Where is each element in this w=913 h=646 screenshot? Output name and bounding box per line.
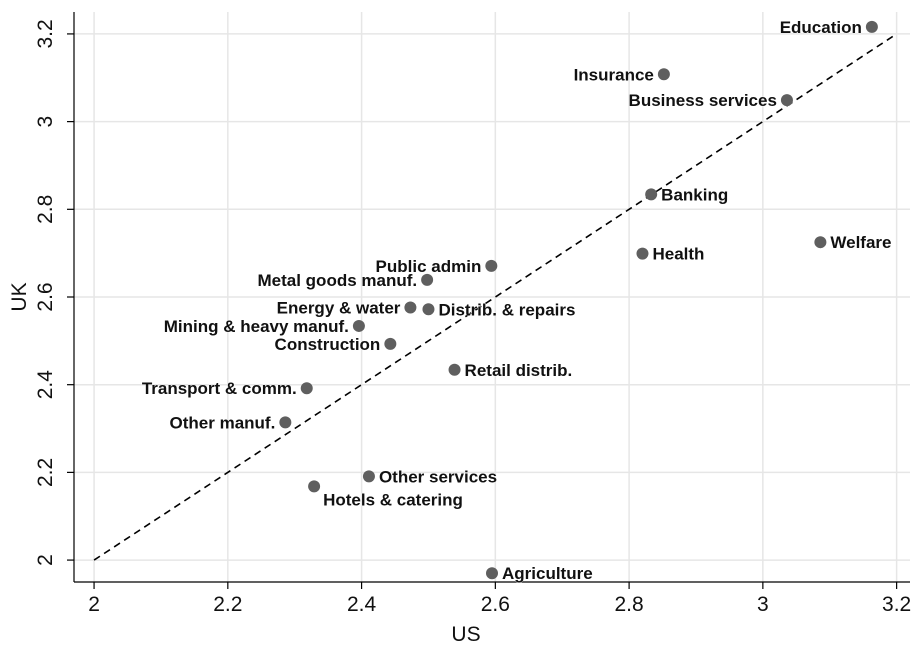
reference-line-group — [93, 33, 898, 561]
point-label: Retail distrib. — [465, 361, 573, 380]
y-tick-label: 2.2 — [34, 458, 57, 487]
data-points — [279, 20, 878, 580]
scatter-point — [780, 94, 793, 107]
point-label: Energy & water — [277, 299, 401, 318]
y-axis-title: UK — [8, 282, 31, 311]
point-label: Insurance — [574, 65, 654, 84]
scatter-point — [645, 188, 658, 201]
scatter-point — [422, 303, 435, 316]
x-tick-label: 3 — [757, 593, 769, 616]
point-label: Health — [652, 245, 704, 264]
scatter-point — [865, 20, 878, 33]
scatter-point — [404, 301, 417, 314]
y-tick-label: 2.4 — [34, 370, 57, 400]
point-label: Other manuf. — [170, 413, 276, 432]
scatter-point — [384, 337, 397, 350]
point-label: Public admin — [376, 257, 482, 276]
y-tick-label: 2.8 — [34, 195, 57, 224]
scatter-point — [362, 470, 375, 483]
x-tick-label: 2.4 — [347, 593, 377, 616]
axes — [67, 12, 910, 589]
point-label: Metal goods manuf. — [258, 271, 418, 290]
reference-line — [93, 33, 898, 561]
scatter-point — [814, 236, 827, 249]
x-tick-label: 2.8 — [615, 593, 644, 616]
point-label: Other services — [379, 467, 497, 486]
scatter-point — [352, 319, 365, 332]
point-label: Hotels & catering — [323, 490, 463, 509]
y-tick-label: 2 — [34, 554, 57, 566]
point-label: Welfare — [830, 233, 891, 252]
point-label: Mining & heavy manuf. — [164, 317, 349, 336]
y-tick-label: 3.2 — [34, 19, 57, 48]
point-label: Business services — [629, 91, 777, 110]
point-label: Agriculture — [502, 564, 593, 583]
x-tick-label: 2.6 — [481, 593, 510, 616]
y-tick-label: 3 — [34, 116, 57, 128]
scatter-point — [657, 68, 670, 81]
scatter-point — [308, 480, 321, 493]
scatter-point — [300, 382, 313, 395]
point-labels: Education Insurance Business services Banki… — [142, 18, 892, 584]
point-label: Construction — [275, 335, 381, 354]
point-label: Banking — [661, 185, 728, 204]
scatter-point — [485, 259, 498, 272]
x-tick-label: 2 — [88, 593, 100, 616]
x-tick-label: 2.2 — [213, 593, 242, 616]
scatter-point — [448, 363, 461, 376]
scatter-point — [279, 416, 292, 429]
point-label: Distrib. & repairs — [438, 300, 575, 319]
scatter-point — [421, 273, 434, 286]
x-axis-title: US — [451, 623, 480, 646]
scatter-point — [636, 247, 649, 260]
scatter-point — [486, 567, 498, 580]
x-tick-label: 3.2 — [882, 593, 911, 616]
tick-labels: 2 2.2 2.4 2.6 2.8 3 3.2 2 2.2 2.4 2.6 2.8 3 3.2 — [34, 19, 911, 616]
point-label: Transport & comm. — [142, 379, 297, 398]
gridlines — [74, 12, 910, 582]
point-label: Education — [780, 18, 862, 37]
y-tick-label: 2.6 — [34, 282, 57, 311]
